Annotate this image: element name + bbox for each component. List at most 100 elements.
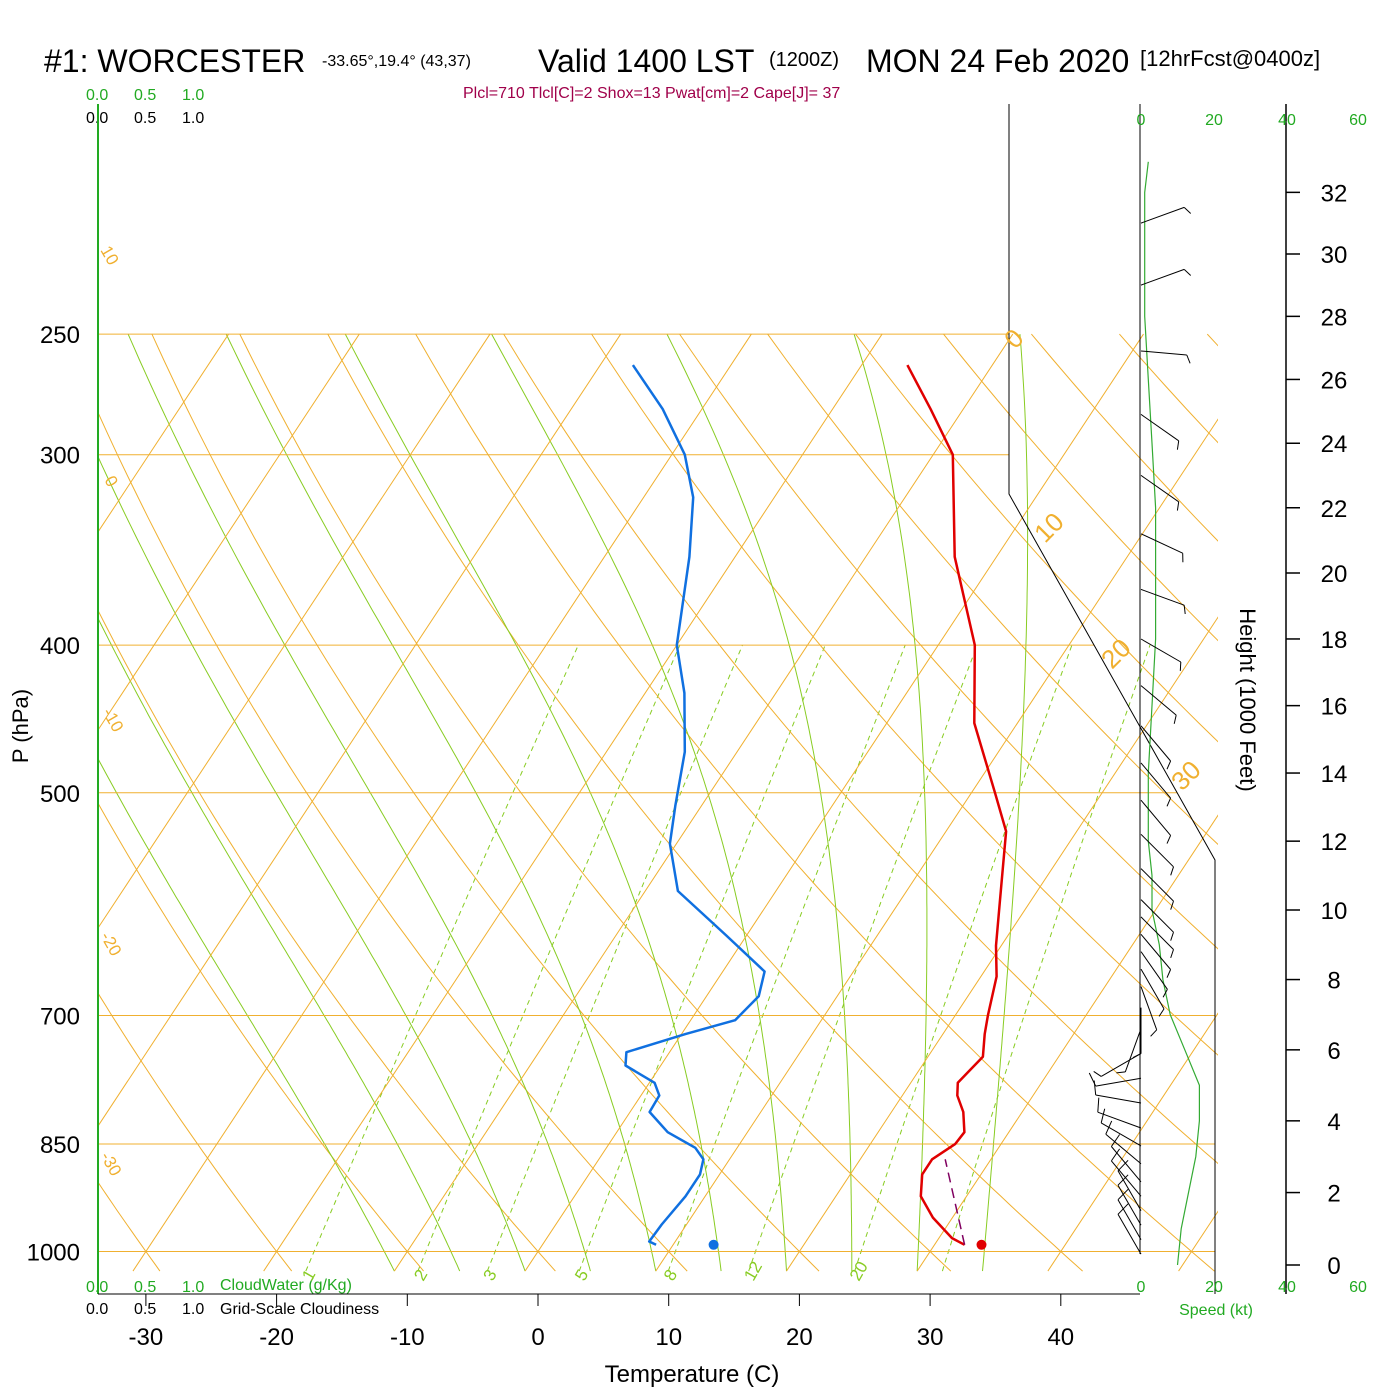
- height-tick-label-22: 22: [1321, 496, 1348, 523]
- mixing-ratio-3: [486, 644, 743, 1272]
- isotherm-label-2: -10: [99, 705, 128, 736]
- speed-scale-bottom-0: 0: [1137, 1279, 1146, 1296]
- isotherm-30: [916, 814, 1218, 1272]
- wind-barb-9: [1093, 1080, 1142, 1104]
- cloud-scale-top-green-0: 0.0: [86, 87, 108, 104]
- x-axis-label: Temperature (C): [605, 1361, 780, 1388]
- speed-scale-top-2: 40: [1278, 112, 1296, 129]
- wind-barb-4: [1110, 1148, 1142, 1197]
- isotherm-label-8: 30: [1165, 755, 1207, 797]
- height-tick-label-30: 30: [1321, 242, 1348, 269]
- dry-adiabat-20: [151, 333, 820, 1272]
- isotherm--20: [263, 333, 883, 1272]
- temperature-line: [906, 364, 1008, 1246]
- mixing-ratio-20: [854, 644, 1073, 1272]
- dry-adiabat--10: [98, 802, 424, 1272]
- isotherm--40: [98, 333, 622, 1127]
- wind-barb-8: [1097, 1097, 1142, 1129]
- moist-adiabat-0: [98, 455, 526, 1272]
- wind-barb-26: [1140, 638, 1182, 671]
- x-tick-label-10: 10: [655, 1324, 682, 1351]
- station-coords: -33.65°,19.4° (43,37): [322, 53, 471, 70]
- x-tick-label-40: 40: [1047, 1324, 1074, 1351]
- height-tick-label-26: 26: [1321, 367, 1348, 394]
- mixing-label-3: 3: [480, 1266, 501, 1284]
- surface-dewpoint-marker: [708, 1239, 719, 1250]
- x-tick-label-0: 0: [531, 1324, 544, 1351]
- isotherm-lines: [98, 333, 1218, 1272]
- dry-adiabat-140: [1206, 333, 1218, 347]
- pressure-axis: 250 300 400 500 700 850 1000: [27, 322, 80, 1266]
- forecast-info: [12hrFcst@0400z]: [1140, 46, 1320, 71]
- dry-adiabat-10: [98, 411, 688, 1272]
- height-tick-label-28: 28: [1321, 304, 1348, 331]
- wind-barb-14: [1140, 986, 1158, 1037]
- moist-adiabat--10: [98, 757, 395, 1272]
- dewpoint-line: [624, 364, 766, 1246]
- mixing-label-5: 5: [571, 1266, 592, 1284]
- cloudiness-label: Grid-Scale Cloudiness: [220, 1301, 379, 1318]
- speed-scale-top-3: 60: [1349, 112, 1367, 129]
- cloud-scale-top-green-1: 0.5: [134, 87, 156, 104]
- wind-barb-7: [1100, 1108, 1142, 1147]
- cloud-scale-top-black-1: 0.5: [134, 110, 156, 127]
- height-tick-label-10: 10: [1321, 898, 1348, 925]
- mixing-label-12: 12: [740, 1258, 766, 1284]
- plot-frame: [97, 104, 1287, 1295]
- cloud-scale-top-black-2: 1.0: [182, 110, 204, 127]
- wind-barb-24: [1140, 725, 1172, 770]
- valid-date: MON 24 Feb 2020: [866, 43, 1129, 79]
- p-tick-label-250: 250: [40, 322, 80, 349]
- isotherm--10: [393, 333, 1014, 1272]
- valid-time: Valid 1400 LST: [538, 43, 754, 79]
- isotherm-40: [1047, 1012, 1218, 1272]
- isotherm--30: [132, 333, 752, 1272]
- wind-panel: [1088, 161, 1200, 1266]
- isotherm-label-4: -30: [97, 1149, 126, 1180]
- wind-barb-32: [1140, 268, 1192, 286]
- height-tick-label-0: 0: [1327, 1253, 1340, 1280]
- mixing-ratio-lines: [305, 644, 1151, 1272]
- wind-barb-29: [1140, 474, 1180, 511]
- mixing-ratio-5: [578, 644, 826, 1272]
- dry-adiabat-70: [591, 333, 1218, 1056]
- wind-barb-20: [1140, 868, 1174, 910]
- isotherm--70: [98, 333, 230, 533]
- cloud-scale-top-green-2: 1.0: [182, 87, 204, 104]
- wind-barb-25: [1140, 685, 1177, 724]
- speed-scale-label: Speed (kt): [1179, 1302, 1253, 1319]
- isotherm-label-3: -20: [97, 929, 126, 960]
- x-axis: -30 -20 -10 0 10 20 30 40: [129, 1294, 1074, 1351]
- parcel-line: [944, 1159, 966, 1245]
- wind-barb-23: [1140, 762, 1172, 807]
- speed-scale: 0 20 40 60 0 20 40 60 Speed (kt): [1137, 112, 1367, 1319]
- zulu-time: (1200Z): [769, 49, 839, 71]
- dry-adiabat--40: [0, 334, 28, 1271]
- height-tick-label-18: 18: [1321, 627, 1348, 654]
- height-tick-label-2: 2: [1327, 1181, 1340, 1208]
- isotherm--50: [98, 333, 491, 929]
- dry-adiabat-160: [1383, 334, 1400, 1271]
- mixing-ratio-8: [667, 644, 906, 1272]
- wind-barb-10: [1088, 1072, 1142, 1087]
- wind-barb-15: [1140, 968, 1165, 1017]
- isotherm-label-1: 0: [101, 473, 122, 491]
- wind-barb-17: [1140, 933, 1172, 978]
- dry-adiabat-150: [1295, 334, 1400, 1271]
- isotherm-10: [655, 418, 1218, 1272]
- wind-barb-27: [1140, 588, 1186, 615]
- height-tick-label-32: 32: [1321, 180, 1348, 207]
- p-tick-label-850: 850: [40, 1132, 80, 1159]
- wind-barb-22: [1140, 799, 1172, 844]
- dry-adiabat-120: [1031, 333, 1218, 542]
- isotherm-label-0: 10: [97, 243, 123, 269]
- wind-barb-0: [1117, 1203, 1142, 1255]
- height-tick-label-4: 4: [1327, 1109, 1340, 1136]
- isotherm-label-7: 20: [1095, 633, 1137, 675]
- cloud-scale-bottom-green-1: 0.5: [134, 1279, 156, 1296]
- p-tick-label-500: 500: [40, 781, 80, 808]
- height-tick-label-6: 6: [1327, 1038, 1340, 1065]
- cloud-scale-bottom: 0.0 0.5 1.0 CloudWater (g/Kg) 0.0 0.5 1.…: [86, 1277, 379, 1318]
- dry-adiabat-80: [679, 333, 1218, 950]
- profile-lines: [624, 364, 1008, 1250]
